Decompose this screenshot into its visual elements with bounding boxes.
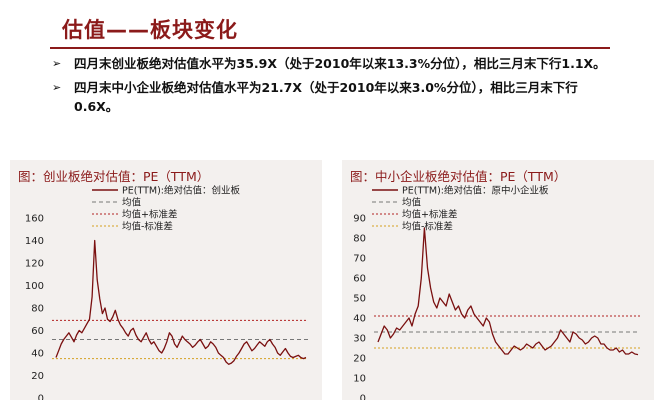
legend-label: PE(TTM):绝对估值：原中小企业板	[402, 185, 549, 197]
chart-title: 图：创业板绝对估值：PE（TTM）	[18, 169, 210, 184]
y-tick-label: 0	[360, 394, 366, 400]
chart-title: 图：中小企业板绝对估值：PE（TTM）	[350, 169, 567, 184]
y-tick-label: 20	[353, 354, 366, 365]
chart-chinext: 020406080100120140160PE(TTM):绝对估值：创业板均值均…	[25, 185, 308, 400]
series-line-pe-ttm	[377, 227, 639, 356]
y-tick-label: 160	[25, 214, 44, 225]
summary-bullet-text: 四月末创业板绝对估值水平为35.9X（处于2010年以来13.3%分位），相比三…	[74, 56, 606, 71]
y-tick-label: 40	[353, 314, 366, 325]
y-tick-label: 120	[25, 259, 44, 270]
legend-label: 均值+标准差	[122, 209, 177, 221]
y-tick-label: 80	[31, 304, 44, 315]
arrow-bullet-icon: ➢	[52, 81, 62, 94]
legend-label: PE(TTM):绝对估值：创业板	[122, 185, 240, 197]
y-tick-label: 90	[353, 214, 366, 225]
chart-panel-chinext: 图：创业板绝对估值：PE（TTM） 0 20 40 60 80 100 120 140 160 P…	[10, 160, 322, 400]
y-tick-label: 60	[31, 326, 44, 337]
y-tick-label: 20	[31, 371, 44, 382]
y-tick-label: 30	[353, 334, 366, 345]
summary-bullet-text: 四月末中小企业板绝对估值水平为21.7X（处于2010年以来3.0%分位），相比…	[74, 80, 578, 114]
summary-bullet-1: ➢ 四月末创业板绝对估值水平为35.9X（处于2010年以来13.3%分位），相…	[52, 54, 612, 73]
y-tick-label: 50	[353, 294, 366, 305]
arrow-bullet-icon: ➢	[52, 57, 62, 70]
summary-bullet-2: ➢ 四月末中小企业板绝对估值水平为21.7X（处于2010年以来3.0%分位），…	[52, 78, 612, 116]
y-tick-label: 0	[38, 394, 44, 400]
y-tick-label: 80	[353, 234, 366, 245]
y-tick-label: 70	[353, 254, 366, 265]
summary-bullets: ➢ 四月末创业板绝对估值水平为35.9X（处于2010年以来13.3%分位），相…	[52, 54, 612, 121]
y-tick-label: 10	[353, 374, 366, 385]
y-tick-label: 100	[25, 281, 44, 292]
legend-label: 均值-标准差	[402, 221, 453, 233]
legend-label: 均值-标准差	[122, 221, 173, 233]
chart-sme: 0 10 20 30 40 50 60 70 80 90 PE(TTM):绝对估值：原中小企业板均值…	[353, 185, 640, 400]
legend-label: 均值	[122, 197, 142, 209]
title-divider	[50, 47, 610, 49]
y-tick-label: 40	[31, 349, 44, 360]
chart-panel-sme: 图：中小企业板绝对估值：PE（TTM） 0 10 20 30 40 50 60 70 80 90 P…	[342, 160, 654, 400]
y-tick-label: 140	[25, 236, 44, 247]
series-line-pe-ttm	[55, 239, 307, 365]
page-title: 估值——板块变化	[62, 18, 238, 42]
legend-label: 均值	[402, 197, 422, 209]
legend-label: 均值+标准差	[402, 209, 457, 221]
y-tick-label: 60	[353, 274, 366, 285]
